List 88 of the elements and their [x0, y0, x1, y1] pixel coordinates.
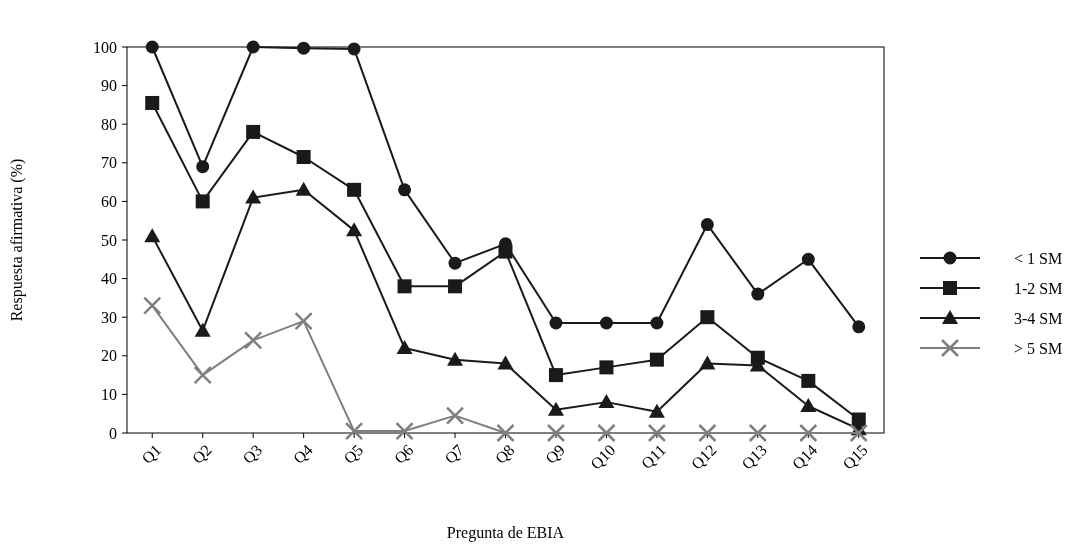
point	[852, 320, 866, 334]
x-tick-label: Q8	[491, 441, 518, 467]
point	[698, 423, 717, 443]
point	[296, 150, 311, 165]
point	[497, 355, 514, 370]
point	[243, 331, 263, 350]
point	[396, 340, 413, 355]
point	[347, 182, 362, 197]
point	[801, 252, 815, 266]
point	[496, 423, 515, 443]
point	[549, 316, 563, 330]
point	[245, 189, 262, 204]
point	[799, 423, 818, 443]
point	[447, 351, 464, 366]
point	[599, 316, 613, 330]
x-tick-label: Q15	[839, 441, 871, 473]
point	[800, 397, 817, 412]
point	[851, 412, 866, 427]
point	[849, 423, 869, 443]
point	[194, 322, 211, 337]
point	[142, 296, 162, 315]
x-tick-label: Q14	[788, 441, 821, 473]
point	[344, 421, 364, 441]
y-axis-title: Respuesta afirmativa (%)	[8, 158, 26, 322]
y-tick-label: 50	[101, 231, 117, 249]
legend-label: > 5 SM	[1014, 339, 1063, 357]
point	[297, 41, 311, 55]
x-tick-label: Q11	[637, 441, 669, 473]
point	[498, 244, 513, 259]
point	[650, 316, 664, 330]
y-tick-label: 60	[101, 193, 117, 210]
y-tick-label: 40	[101, 270, 117, 288]
y-tick-label: 30	[101, 308, 117, 326]
point	[546, 423, 566, 443]
y-tick-label: 90	[101, 77, 117, 95]
point	[649, 352, 664, 367]
point	[295, 181, 312, 196]
y-tick-label: 80	[101, 115, 117, 133]
x-tick-label: Q10	[587, 441, 619, 473]
x-tick-label: Q13	[738, 441, 770, 473]
legend-label: 3-4 SM	[1014, 309, 1063, 327]
point	[448, 279, 463, 294]
x-tick-label: Q12	[687, 441, 720, 473]
point	[195, 194, 210, 209]
point	[246, 124, 261, 139]
point	[294, 311, 313, 331]
x-tick-label: Q9	[542, 441, 569, 467]
x-tick-label: Q3	[239, 441, 266, 467]
x-tick-label: Q7	[441, 441, 468, 467]
x-tick-label: Q4	[289, 441, 316, 467]
legend-label: < 1 SM	[1014, 249, 1063, 267]
point	[748, 423, 768, 443]
point	[597, 423, 616, 443]
point	[397, 279, 412, 294]
y-tick-label: 100	[93, 38, 117, 56]
y-tick-label: 20	[101, 347, 117, 365]
point	[395, 421, 414, 441]
point	[647, 423, 667, 443]
y-tick-label: 10	[101, 386, 117, 403]
point	[246, 40, 260, 54]
point	[145, 95, 160, 110]
point	[448, 256, 462, 270]
y-tick-label: 70	[101, 154, 117, 172]
x-tick-label: Q2	[188, 441, 215, 467]
point	[346, 222, 363, 237]
point	[193, 365, 212, 385]
point	[700, 218, 714, 232]
point	[648, 403, 665, 418]
point	[548, 368, 563, 383]
point	[347, 42, 361, 56]
point	[144, 228, 161, 243]
x-tick-label: Q5	[340, 441, 367, 467]
point	[599, 360, 614, 375]
point	[547, 401, 564, 416]
x-axis-title: Pregunta de EBIA	[446, 524, 565, 542]
point	[801, 373, 816, 388]
point	[598, 394, 615, 409]
point	[700, 310, 715, 325]
x-tick-label: Q1	[138, 441, 165, 467]
y-tick-label: 0	[109, 424, 117, 442]
point	[445, 406, 465, 425]
point	[145, 40, 159, 54]
legend-label: 1-2 SM	[1014, 279, 1063, 297]
x-tick-label: Q6	[390, 441, 417, 467]
point	[196, 160, 210, 174]
point	[699, 355, 716, 370]
point	[398, 183, 412, 197]
point	[751, 287, 765, 301]
